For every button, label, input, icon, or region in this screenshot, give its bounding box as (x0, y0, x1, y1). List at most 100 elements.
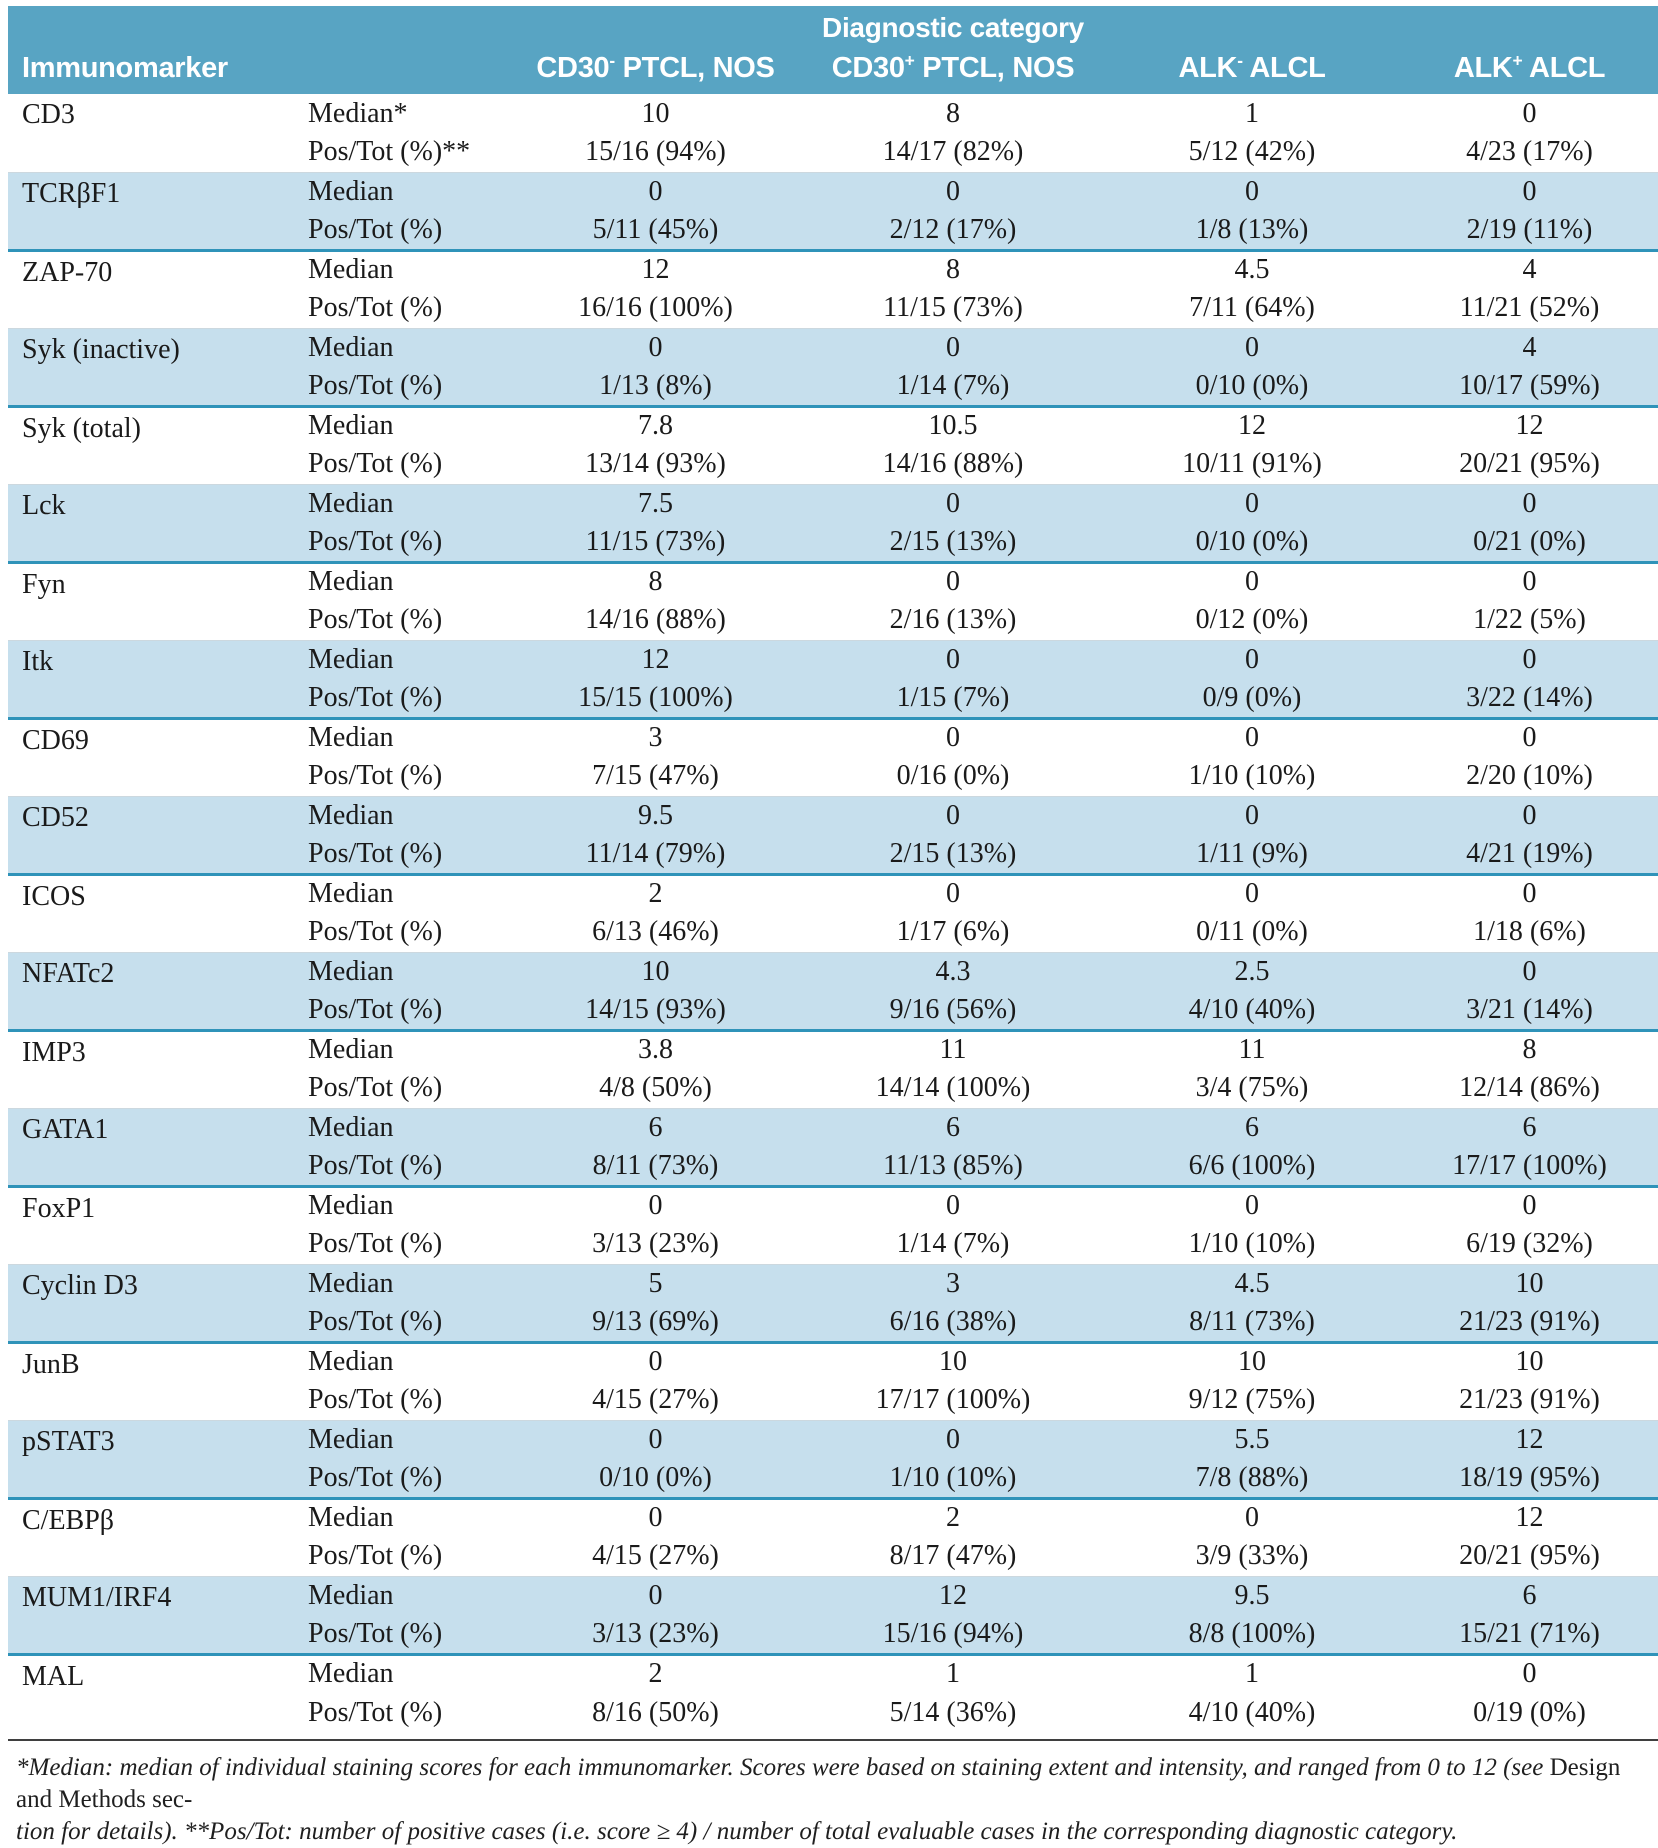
postot-value: 1/22 (5%) (1473, 604, 1586, 636)
postot-value: 4/15 (27%) (592, 1384, 719, 1416)
postot-value: 2/15 (13%) (889, 837, 1017, 869)
table-row: CD69 Median 3 0 0 0 (8, 718, 1658, 757)
postot-label: Pos/Tot (%) (308, 1072, 443, 1104)
median-value: 10 (1238, 1346, 1266, 1378)
postot-label: Pos/Tot (%) (308, 448, 443, 480)
median-value: 5 (648, 1267, 663, 1299)
footnote-line: tion for details). **Pos/Tot: number of … (16, 1816, 1658, 1848)
median-value: 10 (1515, 1346, 1544, 1378)
postot-value: 6/19 (32%) (1466, 1228, 1593, 1260)
column-header-text: CD30 (536, 52, 610, 84)
median-value: 4 (1522, 331, 1537, 363)
table-row: Pos/Tot (%) 3/13 (23%) 15/16 (94%) 8/8 (10… (8, 1615, 1658, 1654)
postot-label: Pos/Tot (%) (308, 1149, 443, 1181)
superscript-sign: + (1512, 50, 1523, 71)
postot-value: 5/12 (42%) (1188, 136, 1316, 168)
table-row: FoxP1 Median 0 0 0 0 (8, 1186, 1658, 1225)
postot-label: Pos/Tot (%) (308, 1617, 443, 1649)
table-row: Pos/Tot (%) 9/13 (69%) 6/16 (38%) 8/11 (73… (8, 1303, 1658, 1342)
footnote: *Median: median of individual staining s… (8, 1739, 1658, 1848)
median-label: Median (308, 1111, 394, 1143)
column-header-alkneg-alcl: ALK- ALCL (1103, 44, 1401, 94)
postot-value: 14/16 (88%) (882, 448, 1024, 480)
postot-value: 8/8 (100%) (1188, 1617, 1316, 1649)
postot-value: 17/17 (100%) (1452, 1149, 1607, 1181)
postot-label: Pos/Tot (%) (308, 604, 443, 636)
median-value: 0 (946, 487, 960, 519)
table-row: CD3 Median* 10 8 1 0 (8, 94, 1658, 133)
postot-value: 4/10 (40%) (1188, 993, 1316, 1025)
median-value: 7.5 (638, 487, 673, 519)
median-value: 3 (946, 1267, 960, 1299)
median-value: 12 (641, 254, 670, 286)
median-label: Median (308, 1034, 394, 1066)
marker-block: Cyclin D3 Median 5 3 4.5 10 Pos/Tot (%) 9/1… (8, 1264, 1658, 1342)
postot-value: 1/15 (7%) (896, 681, 1010, 713)
postot-value: 4/10 (40%) (1188, 1696, 1316, 1728)
median-value: 6 (1522, 1579, 1537, 1611)
marker-name: Fyn (22, 568, 66, 600)
postot-label: Pos/Tot (%) (308, 1305, 443, 1337)
median-value: 0 (648, 175, 663, 207)
postot-value: 3/22 (14%) (1466, 681, 1593, 713)
table-row: NFATc2 Median 10 4.3 2.5 0 (8, 952, 1658, 991)
marker-block: NFATc2 Median 10 4.3 2.5 0 Pos/Tot (%) 14/1… (8, 952, 1658, 1030)
table-row: ICOS Median 2 0 0 0 (8, 874, 1658, 913)
postot-label: Pos/Tot (%) (308, 993, 443, 1025)
marker-name: FoxP1 (22, 1192, 96, 1224)
postot-value: 14/17 (82%) (882, 136, 1024, 168)
postot-value: 2/16 (13%) (889, 604, 1017, 636)
table-row: Fyn Median 8 0 0 0 (8, 562, 1658, 601)
median-value: 0 (946, 175, 960, 207)
postot-value: 11/13 (85%) (883, 1149, 1023, 1181)
postot-label: Pos/Tot (%) (308, 760, 443, 792)
median-value: 1 (946, 1658, 960, 1690)
median-value: 4.3 (935, 955, 971, 987)
postot-label: Pos/Tot (%) (308, 1384, 443, 1416)
table-row: GATA1 Median 6 6 6 6 (8, 1108, 1658, 1147)
postot-value: 0/12 (0%) (1195, 604, 1309, 636)
median-label: Median (308, 1267, 394, 1299)
median-value: 1 (1245, 1658, 1259, 1690)
table-row: CD52 Median 9.5 0 0 0 (8, 796, 1658, 835)
table-row: pSTAT3 Median 0 0 5.5 12 (8, 1420, 1658, 1459)
table-row: Pos/Tot (%) 6/13 (46%) 1/17 (6%) 0/11 (0%)… (8, 913, 1658, 952)
table-row: Pos/Tot (%) 8/16 (50%) 5/14 (36%) 4/10 (40… (8, 1693, 1658, 1732)
postot-value: 18/19 (95%) (1459, 1461, 1600, 1493)
marker-block: pSTAT3 Median 0 0 5.5 12 Pos/Tot (%) 0/10 (… (8, 1420, 1658, 1498)
median-value: 10 (939, 1346, 967, 1378)
diagnostic-category-row: Diagnostic category (8, 6, 1658, 44)
table-row: Lck Median 7.5 0 0 0 (8, 484, 1658, 523)
median-value: 0 (1522, 566, 1537, 598)
median-value: 0 (1245, 487, 1259, 519)
postot-value: 14/15 (93%) (585, 993, 726, 1025)
median-label: Median (308, 1346, 394, 1378)
median-value: 10 (1515, 1267, 1544, 1299)
median-value: 0 (1522, 175, 1537, 207)
median-value: 11 (939, 1034, 967, 1066)
marker-block: ZAP-70 Median 12 8 4.5 4 Pos/Tot (%) 16/16 … (8, 250, 1658, 328)
median-label: Median (308, 566, 394, 598)
median-value: 12 (641, 643, 670, 675)
postot-value: 14/14 (100%) (875, 1072, 1031, 1104)
table-row: MAL Median 2 1 1 0 (8, 1654, 1658, 1693)
median-value: 0 (648, 331, 663, 363)
postot-value: 12/14 (86%) (1459, 1072, 1600, 1104)
median-value: 0 (1245, 878, 1259, 910)
table-row: JunB Median 0 10 10 10 (8, 1342, 1658, 1381)
marker-name: ZAP-70 (22, 256, 113, 288)
column-header-text: PTCL, NOS (914, 52, 1075, 84)
marker-block: Itk Median 12 0 0 0 Pos/Tot (%) 15/15 (100%… (8, 640, 1658, 718)
postot-value: 15/16 (94%) (882, 1617, 1024, 1649)
marker-block: Syk (inactive) Median 0 0 0 4 Pos/Tot (%) 1… (8, 328, 1658, 406)
postot-value: 11/15 (73%) (585, 525, 726, 557)
postot-value: 0/10 (0%) (1195, 369, 1309, 401)
table-row: Pos/Tot (%) 1/13 (8%) 1/14 (7%) 0/10 (0%) 1… (8, 367, 1658, 406)
marker-name: MUM1/IRF4 (22, 1581, 172, 1613)
marker-name: NFATc2 (22, 957, 115, 989)
marker-name: GATA1 (22, 1113, 109, 1145)
median-label: Median (308, 799, 394, 831)
median-value: 0 (946, 1423, 960, 1455)
median-value: 0 (1522, 878, 1537, 910)
table-row: Pos/Tot (%) 3/13 (23%) 1/14 (7%) 1/10 (10%… (8, 1225, 1658, 1264)
